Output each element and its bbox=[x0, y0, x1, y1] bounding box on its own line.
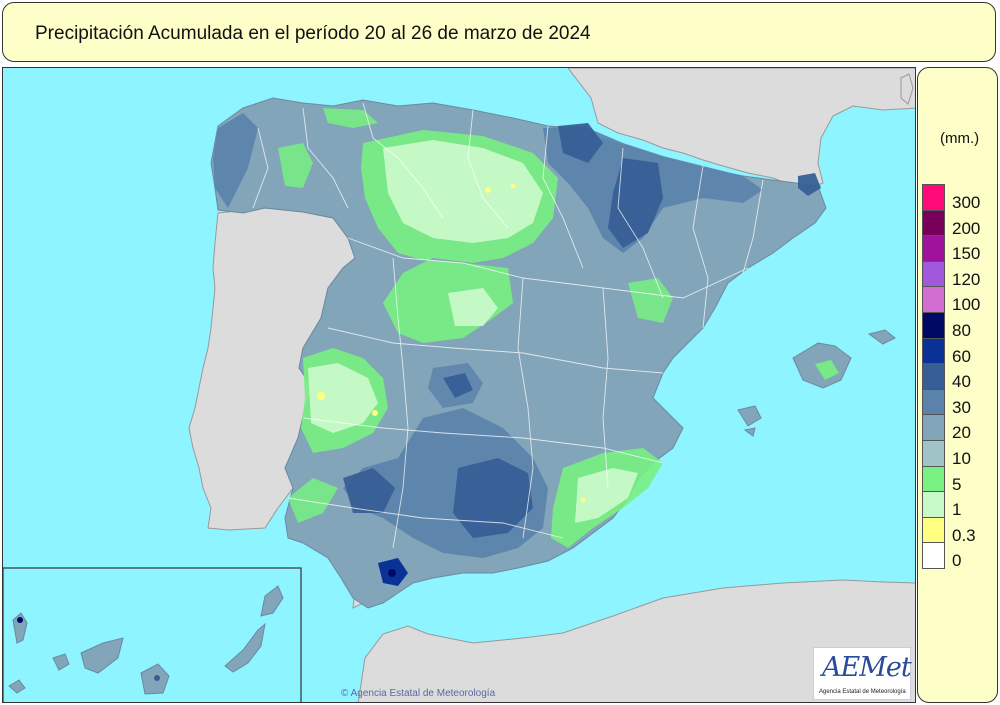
lanzarote-island bbox=[260, 585, 284, 617]
menorca-island bbox=[867, 329, 896, 345]
legend-swatch bbox=[922, 260, 945, 288]
precip-zone-galicia-green bbox=[278, 143, 313, 188]
precip-zone-aragon-green bbox=[628, 278, 673, 323]
precip-zone-cadiz-green bbox=[288, 478, 338, 523]
precip-spot-yellow bbox=[485, 187, 491, 193]
legend-label: 40 bbox=[952, 372, 971, 392]
legend-label: 200 bbox=[952, 218, 981, 238]
province-borders bbox=[252, 102, 764, 549]
legend-swatch bbox=[922, 286, 945, 313]
legend-label: 300 bbox=[952, 193, 981, 212]
formentera-island bbox=[743, 427, 756, 437]
aemet-logo: AEMet Agencia Estatal de Meteorología bbox=[813, 647, 912, 700]
precipitation-map bbox=[3, 68, 915, 702]
precip-spot-yellow bbox=[372, 410, 378, 416]
tenerife-island bbox=[80, 637, 124, 674]
legend-swatch bbox=[922, 542, 945, 569]
legend-label: 0.3 bbox=[952, 525, 976, 545]
legend-label: 30 bbox=[952, 397, 971, 417]
legend-swatches bbox=[922, 184, 945, 569]
precip-zone-jaen bbox=[453, 458, 533, 538]
legend-swatch bbox=[922, 209, 945, 237]
legend-swatch bbox=[922, 235, 945, 262]
legend-label: 0 bbox=[952, 551, 962, 571]
legend-label: 120 bbox=[952, 269, 981, 289]
precip-spot-yellow bbox=[580, 497, 586, 503]
legend-unit: (mm.) bbox=[940, 130, 980, 147]
legend-swatch bbox=[922, 184, 945, 211]
mallorca-green bbox=[815, 360, 839, 380]
precip-zone-extremadura-light bbox=[308, 363, 378, 433]
legend-swatch bbox=[922, 363, 945, 390]
gran-canaria-spot bbox=[154, 675, 160, 681]
legend-swatch bbox=[922, 414, 945, 441]
legend-swatch bbox=[922, 465, 945, 493]
legend-swatch bbox=[922, 491, 945, 518]
ibiza-island bbox=[737, 405, 762, 427]
precip-zone-asturias-green bbox=[323, 108, 378, 128]
fuerteventura-island bbox=[224, 622, 266, 673]
precip-spot-max bbox=[388, 569, 396, 577]
legend-swatch bbox=[922, 439, 945, 467]
precip-zone-galicia-west bbox=[213, 113, 258, 208]
precip-zone-basque bbox=[558, 123, 603, 163]
legend-label: 5 bbox=[952, 474, 962, 494]
el-hierro-island bbox=[8, 679, 26, 694]
map-panel: © Agencia Estatal de Meteorología AEMet … bbox=[2, 67, 916, 703]
legend-swatch bbox=[922, 337, 945, 365]
precip-zone-girona bbox=[798, 173, 821, 196]
la-palma-max bbox=[17, 617, 23, 623]
precip-zone-murcia-light bbox=[575, 468, 638, 523]
legend-label: 100 bbox=[952, 295, 981, 315]
title-panel: Precipitación Acumulada en el período 20… bbox=[2, 2, 996, 62]
precip-zone-cordoba bbox=[343, 468, 395, 513]
corsica-island bbox=[900, 73, 914, 105]
legend-label: 150 bbox=[952, 244, 981, 264]
legend-panel: (mm.) 300 200 150 120 100 80 60 40 30 20 10 5 1 0.3 0 bbox=[917, 67, 998, 703]
la-palma-island bbox=[12, 612, 28, 644]
precip-spot-yellow bbox=[510, 183, 516, 189]
precip-spot-yellow bbox=[317, 392, 325, 400]
la-gomera-island bbox=[52, 653, 70, 671]
legend-label: 60 bbox=[952, 346, 971, 366]
legend-swatch bbox=[922, 388, 945, 416]
precip-zone-madrid-light bbox=[448, 288, 498, 326]
map-title: Precipitación Acumulada en el período 20… bbox=[35, 23, 591, 44]
logo-mark: AEMet bbox=[822, 652, 912, 683]
legend-label: 1 bbox=[952, 500, 962, 520]
precip-zone-ciudadreal bbox=[443, 373, 473, 398]
precip-zone-navarra bbox=[608, 158, 663, 248]
legend-swatch bbox=[922, 516, 945, 544]
copyright-text: © Agencia Estatal de Meteorología bbox=[341, 688, 496, 699]
logo-subtitle: Agencia Estatal de Meteorología bbox=[819, 689, 906, 695]
legend-swatch bbox=[922, 311, 945, 339]
legend-label: 10 bbox=[952, 449, 971, 468]
africa-landmass bbox=[357, 579, 915, 702]
precip-zone-duero-light bbox=[383, 140, 543, 243]
legend-label: 80 bbox=[952, 321, 971, 340]
legend-label: 20 bbox=[952, 423, 971, 443]
